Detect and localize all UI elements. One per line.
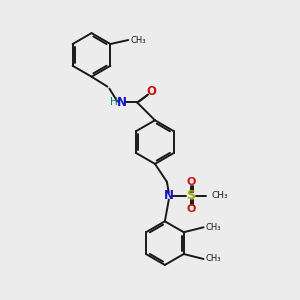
- Text: CH₃: CH₃: [212, 191, 228, 200]
- Text: S: S: [186, 189, 195, 202]
- Text: CH₃: CH₃: [206, 223, 221, 232]
- Text: N: N: [164, 189, 174, 202]
- Text: CH₃: CH₃: [130, 35, 146, 44]
- Text: O: O: [187, 177, 196, 187]
- Text: CH₃: CH₃: [206, 254, 221, 263]
- Text: H: H: [110, 98, 118, 107]
- Text: N: N: [117, 96, 127, 109]
- Text: O: O: [187, 204, 196, 214]
- Text: O: O: [146, 85, 156, 98]
